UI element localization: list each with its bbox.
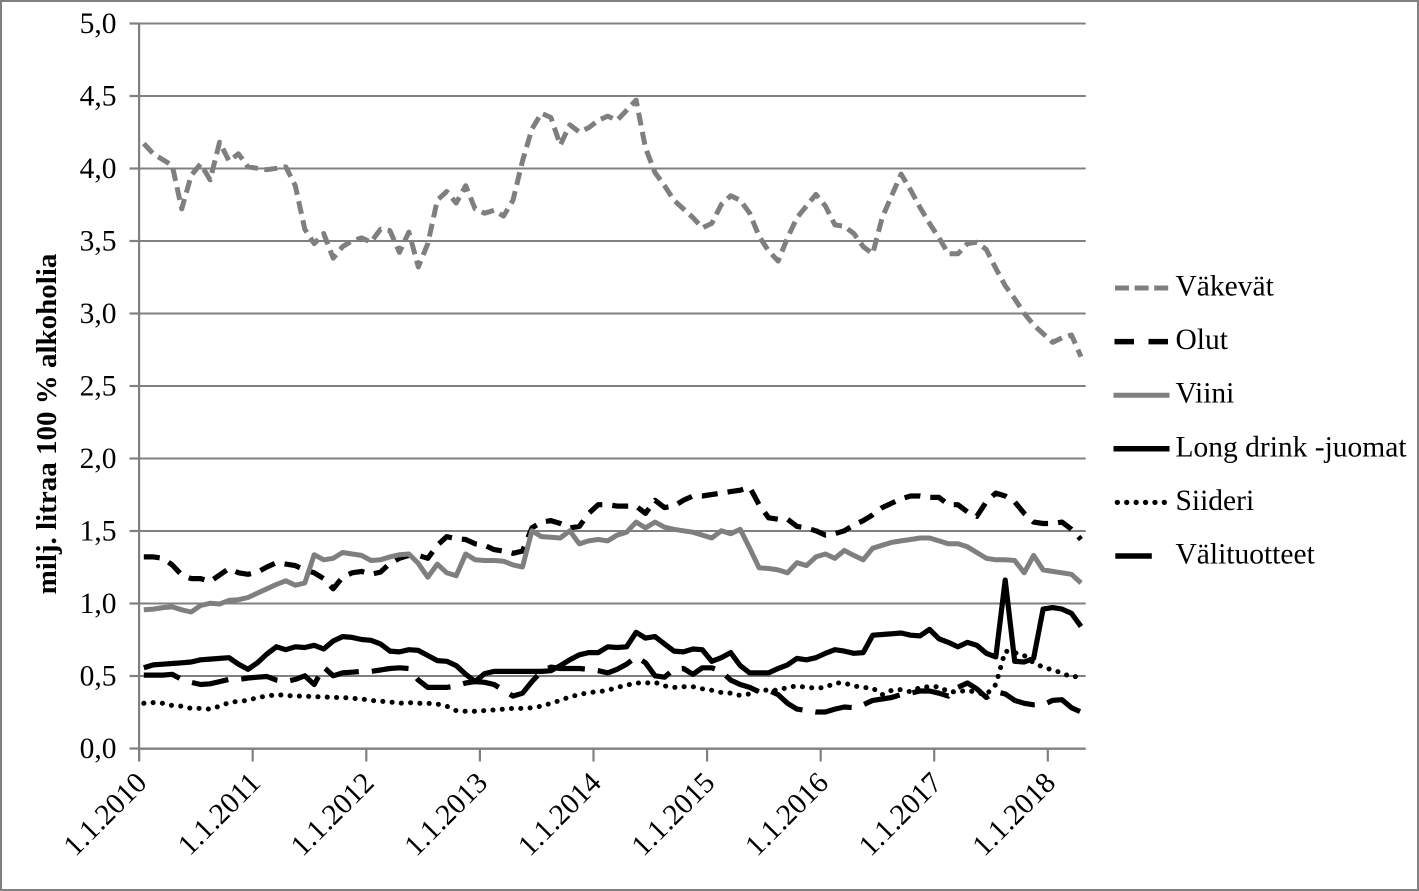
svg-text:1,5: 1,5 <box>80 516 117 548</box>
svg-text:milj. litraa 100 % alkoholia: milj. litraa 100 % alkoholia <box>31 253 63 594</box>
svg-text:Välituotteet: Välituotteet <box>1176 539 1316 571</box>
svg-text:2,0: 2,0 <box>80 443 117 475</box>
svg-text:Viini: Viini <box>1176 378 1235 410</box>
svg-text:4,0: 4,0 <box>80 153 117 185</box>
svg-text:3,5: 3,5 <box>80 226 117 258</box>
svg-text:Long drink -juomat: Long drink -juomat <box>1176 431 1408 463</box>
svg-text:Olut: Olut <box>1176 324 1229 356</box>
svg-text:0,5: 0,5 <box>80 661 117 693</box>
svg-text:Väkevät: Väkevät <box>1176 271 1275 303</box>
svg-text:1,0: 1,0 <box>80 588 117 620</box>
svg-text:5,0: 5,0 <box>80 8 117 40</box>
svg-text:3,0: 3,0 <box>80 298 117 330</box>
svg-text:4,5: 4,5 <box>80 81 117 113</box>
svg-text:Siideri: Siideri <box>1176 485 1255 517</box>
svg-text:0,0: 0,0 <box>80 733 117 765</box>
svg-text:2,5: 2,5 <box>80 371 117 403</box>
